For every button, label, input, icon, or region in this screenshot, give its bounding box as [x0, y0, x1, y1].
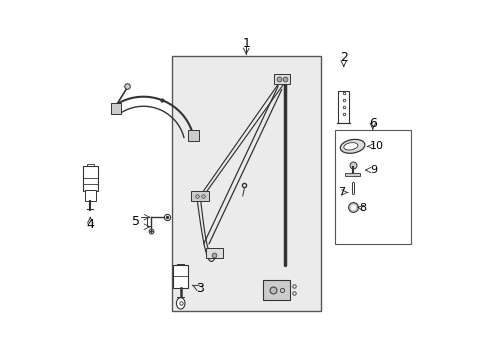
Text: 3: 3 — [196, 282, 203, 294]
Bar — [171, 56, 320, 311]
Ellipse shape — [176, 298, 184, 309]
Text: 2: 2 — [339, 51, 347, 64]
Bar — [273, 74, 289, 84]
Text: 9: 9 — [369, 165, 377, 175]
Bar — [191, 191, 209, 201]
Text: 10: 10 — [369, 141, 384, 151]
Text: 5: 5 — [132, 215, 140, 228]
Bar — [263, 280, 289, 300]
Text: 4: 4 — [86, 218, 94, 231]
Bar — [110, 103, 121, 113]
Bar — [187, 130, 198, 141]
Ellipse shape — [343, 143, 357, 150]
Text: 8: 8 — [359, 203, 366, 213]
Bar — [337, 91, 349, 123]
Ellipse shape — [340, 139, 364, 153]
Text: 1: 1 — [242, 37, 250, 50]
Bar — [173, 265, 188, 288]
Text: 7: 7 — [338, 188, 345, 197]
Bar — [82, 166, 98, 191]
Text: 6: 6 — [368, 117, 376, 130]
Bar — [334, 130, 410, 244]
Bar — [344, 173, 360, 176]
Bar — [85, 190, 96, 201]
Bar — [205, 248, 223, 258]
